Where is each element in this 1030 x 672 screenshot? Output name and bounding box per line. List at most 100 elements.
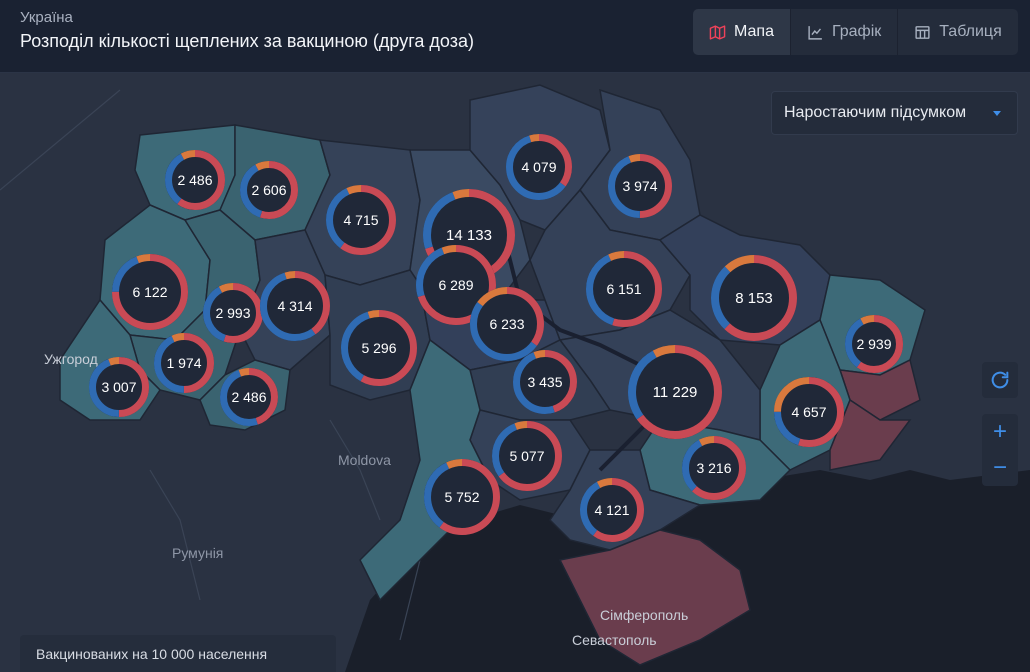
region-crimea-occupied [558, 529, 751, 666]
badge-segment [608, 154, 672, 218]
badge-segment [492, 421, 562, 491]
badge-mykolaiv[interactable]: 5 077 [492, 421, 562, 491]
line-chart-icon [808, 25, 822, 40]
badge-value: 4 314 [277, 298, 312, 314]
badge-segment [628, 345, 722, 439]
badge-disc [506, 134, 572, 200]
badge-vinnytsia[interactable]: 5 296 [341, 310, 417, 386]
badge-disc [260, 271, 330, 341]
badge-segment [89, 357, 149, 417]
reset-view-button[interactable] [982, 362, 1018, 398]
badge-disc [112, 254, 188, 330]
badge-segment [165, 150, 225, 210]
badge-zhytomyr[interactable]: 4 715 [326, 185, 396, 255]
badge-value: 5 752 [444, 489, 479, 505]
badge-sumy[interactable]: 3 974 [608, 154, 672, 218]
badge-value: 3 974 [622, 178, 657, 194]
badge-disc [580, 478, 644, 542]
badge-kherson[interactable]: 4 121 [580, 478, 644, 542]
badge-segment [260, 271, 330, 341]
badge-segment [240, 161, 298, 219]
badge-value: 3 007 [101, 379, 136, 395]
badge-value: 6 289 [438, 277, 473, 293]
badge-segment [203, 283, 263, 343]
badge-value: 4 079 [521, 159, 556, 175]
legend-text: Вакцинованих на 10 000 населення [36, 645, 268, 662]
badge-segment [774, 377, 844, 447]
badge-disc [326, 185, 396, 255]
badge-segment [586, 251, 662, 327]
reset-control [982, 362, 1018, 398]
badge-ivano-frankivsk[interactable]: 1 974 [154, 333, 214, 393]
badge-value: 3 216 [696, 460, 731, 476]
zoom-out-button[interactable]: − [982, 450, 1018, 486]
badge-khmelnytskyi[interactable]: 4 314 [260, 271, 330, 341]
badge-value: 4 715 [343, 212, 378, 228]
badge-value: 4 657 [791, 404, 826, 420]
badge-lviv[interactable]: 6 122 [112, 254, 188, 330]
tab-chart[interactable]: Графік [790, 9, 899, 55]
badge-zaporizhzhia[interactable]: 3 216 [682, 436, 746, 500]
badge-chernivtsi[interactable]: 2 486 [220, 368, 278, 426]
badge-disc [774, 377, 844, 447]
zoom-in-button[interactable]: + [982, 414, 1018, 450]
badge-segment [416, 245, 496, 325]
badge-segment [424, 459, 500, 535]
badge-disc [341, 310, 417, 386]
label-moldova: Moldova [338, 452, 391, 468]
badge-segment [711, 255, 797, 341]
badge-dnipro[interactable]: 11 229 [628, 345, 722, 439]
badge-segment [506, 134, 572, 200]
badge-segment [711, 255, 797, 341]
badge-segment [513, 350, 577, 414]
badge-segment [260, 271, 330, 341]
badge-segment [423, 189, 515, 281]
tab-table[interactable]: Таблиця [898, 9, 1018, 55]
label-simferopol: Сімферополь [600, 607, 688, 623]
badge-disc [845, 315, 903, 373]
plus-icon: + [992, 418, 1007, 445]
badge-donetsk[interactable]: 4 657 [774, 377, 844, 447]
country-label: Україна [20, 9, 73, 26]
badge-luhansk[interactable]: 2 939 [845, 315, 903, 373]
badge-poltava[interactable]: 6 151 [586, 251, 662, 327]
ukraine-map: Ужгород Moldova Румунія Сімферополь Сева… [0, 73, 1030, 672]
badge-kharkiv[interactable]: 8 153 [711, 255, 797, 341]
neighbour-border-lines [0, 89, 421, 641]
badge-disc [203, 283, 263, 343]
accumulation-select-value: Наростаючим підсумком [784, 104, 967, 121]
caret-down-icon [993, 111, 1001, 116]
badge-rivne[interactable]: 2 606 [240, 161, 298, 219]
badge-odesa[interactable]: 5 752 [424, 459, 500, 535]
tab-map[interactable]: Мапа [693, 9, 791, 55]
badge-segment [423, 189, 515, 281]
badge-chernihiv[interactable]: 4 079 [506, 134, 572, 200]
badge-segment [470, 287, 544, 361]
badge-disc [586, 251, 662, 327]
badge-ternopil[interactable]: 2 993 [203, 283, 263, 343]
badge-disc [711, 255, 797, 341]
region-badges: 2 486 2 606 4 715 14 133 4 079 3 974 6 122 2 99… [89, 134, 903, 542]
badge-value: 8 153 [735, 290, 773, 307]
badge-segment [470, 287, 544, 361]
map-icon [709, 24, 726, 40]
minus-icon: − [992, 454, 1007, 481]
badge-disc [240, 161, 298, 219]
badge-disc [154, 333, 214, 393]
badge-segment [580, 478, 644, 542]
header: Україна Розподіл кількості щеплених за в… [0, 0, 1030, 73]
badge-kirovohrad[interactable]: 3 435 [513, 350, 577, 414]
badge-value: 5 296 [361, 340, 396, 356]
tab-map-label: Мапа [734, 23, 774, 40]
table-icon [915, 25, 930, 39]
badge-segment [492, 421, 562, 491]
badge-segment [424, 459, 500, 535]
label-sevastopol: Севастополь [572, 632, 657, 648]
badge-segment [586, 251, 662, 327]
badge-cherkasy[interactable]: 6 233 [470, 287, 544, 361]
badge-value: 6 151 [606, 281, 641, 297]
badge-volyn[interactable]: 2 486 [165, 150, 225, 210]
view-tabs: Мапа Графік Таблиця [693, 9, 1018, 55]
accumulation-select[interactable]: Наростаючим підсумком [771, 91, 1018, 135]
badge-zakarpattia[interactable]: 3 007 [89, 357, 149, 417]
